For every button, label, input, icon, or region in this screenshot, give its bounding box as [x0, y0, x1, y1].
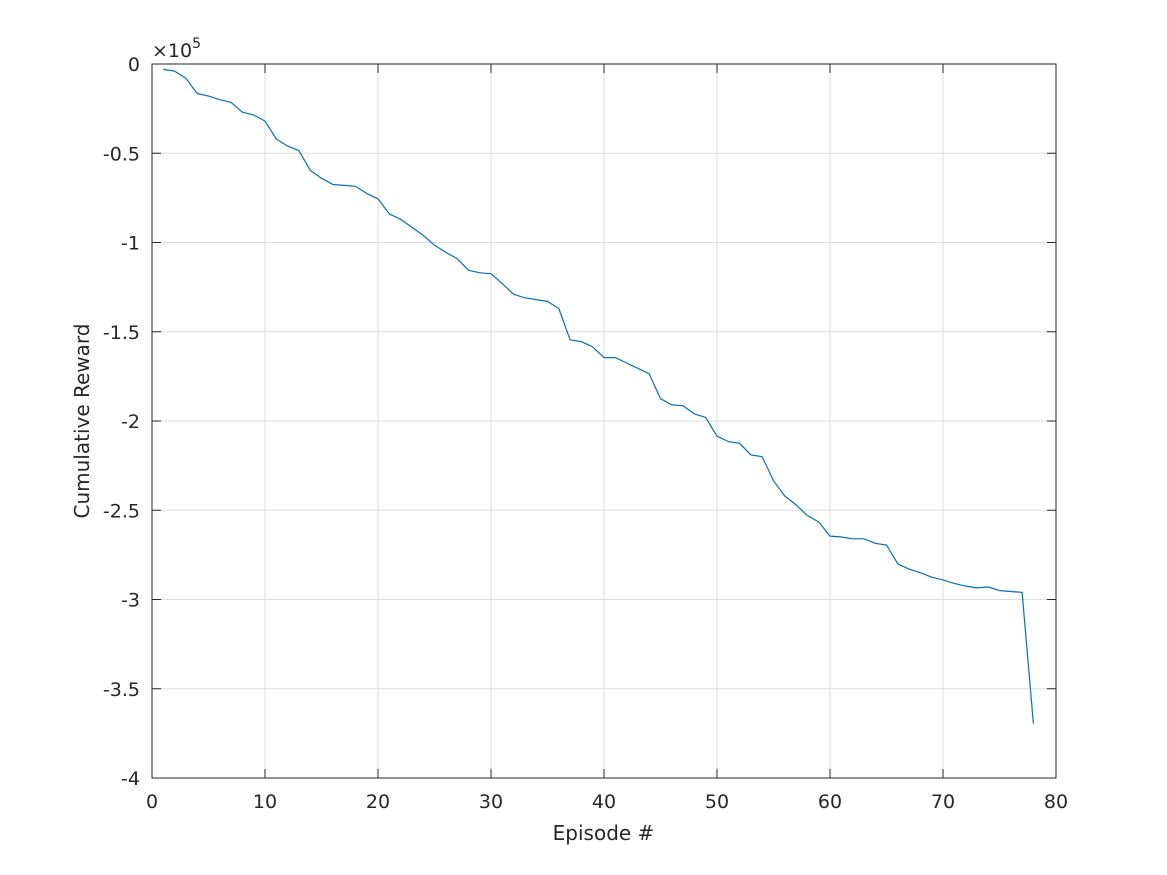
x-tick-label: 0 [146, 791, 158, 813]
x-tick-label: 10 [253, 791, 277, 813]
grid-lines [152, 64, 1056, 778]
x-axis-title: Episode # [553, 821, 655, 845]
axis-ticks [151, 63, 1057, 779]
y-exponent-power: 5 [192, 36, 201, 52]
y-tick-label: -2.5 [103, 500, 140, 522]
series-layer [163, 68, 1034, 724]
series-line-0 [163, 68, 1034, 724]
y-tick-label: -3.5 [103, 679, 140, 701]
y-tick-label: -4 [121, 768, 140, 790]
tick-labels: 0 10 20 30 40 50 60 70 80 0 -0.5 -1 -1.5 -2 -2.5 -3 -3.5… [103, 54, 1068, 813]
y-tick-label: -1.5 [103, 322, 140, 344]
y-tick-label: -2 [121, 411, 140, 433]
x-tick-label: 50 [705, 791, 729, 813]
y-tick-label: -3 [121, 590, 140, 612]
x-tick-label: 20 [366, 791, 390, 813]
x-tick-label: 80 [1044, 791, 1068, 813]
x-tick-label: 30 [479, 791, 503, 813]
y-tick-label: -1 [121, 233, 140, 255]
y-axis-title: Cumulative Reward [70, 324, 94, 519]
y-tick-label: -0.5 [103, 143, 140, 165]
y-tick-label: 0 [128, 54, 140, 76]
x-tick-label: 70 [931, 791, 955, 813]
y-exponent-label: ×105 [152, 36, 201, 62]
x-tick-label: 40 [592, 791, 616, 813]
y-exponent-base: ×10 [152, 40, 192, 62]
x-tick-label: 60 [818, 791, 842, 813]
